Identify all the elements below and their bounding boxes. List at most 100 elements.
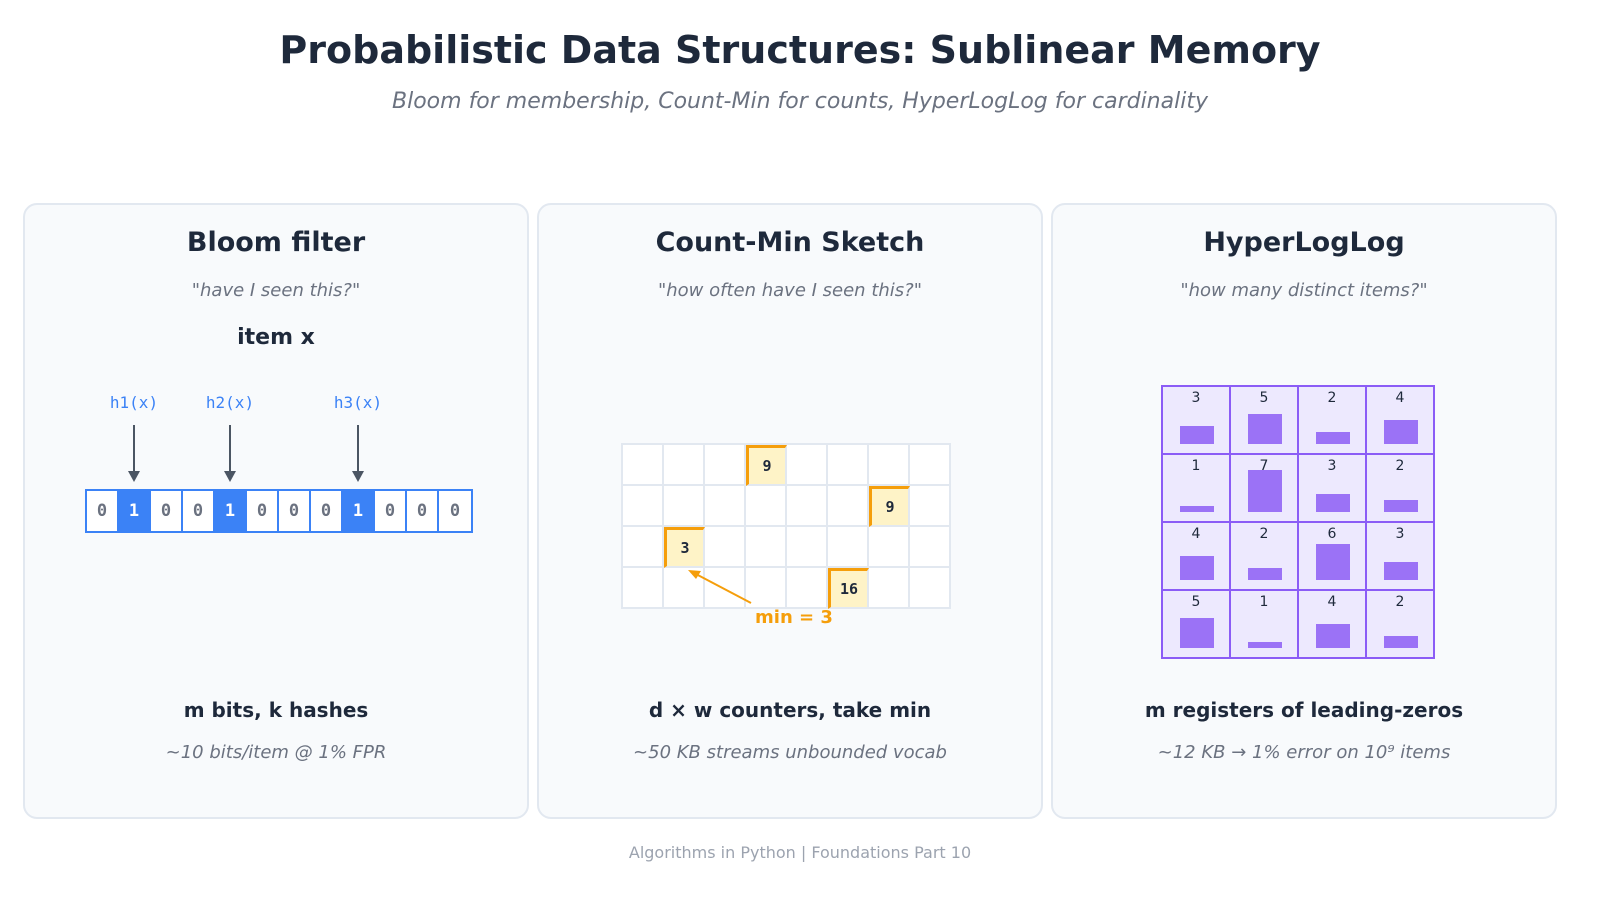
cms-counter-cell [623,486,664,527]
bloom-hash-label: h2(x) [205,393,255,412]
hll-register-bar [1180,506,1214,512]
cms-counter-cell [787,527,828,568]
cms-counter-cell [910,568,951,609]
hll-register-bar [1248,642,1282,648]
hll-register-value: 3 [1327,458,1337,474]
cms-counter-cell [746,486,787,527]
hll-register-value: 1 [1259,594,1269,610]
hll-note: ~12 KB → 1% error on 10⁹ items [1157,742,1451,763]
bloom-bit: 1 [343,491,375,531]
hll-register-bar [1316,432,1350,444]
hll-register: 2 [1367,455,1435,523]
cms-counter-cell [623,445,664,486]
cms-counter-cell [787,568,828,609]
cms-counter-cell [910,527,951,568]
hll-register-value: 7 [1259,458,1269,474]
bloom-note: ~10 bits/item @ 1% FPR [165,742,387,763]
cms-counter-cell [910,445,951,486]
cms-quote: "how often have I seen this?" [657,280,922,301]
bloom-hash-label: h1(x) [109,393,159,412]
hll-register-value: 2 [1327,390,1337,406]
bloom-bit: 1 [119,491,151,531]
bloom-bit: 0 [247,491,279,531]
hash-arrow-line [357,425,359,473]
cms-counter-cell [664,445,705,486]
hll-register-value: 5 [1191,594,1201,610]
cms-note: ~50 KB streams unbounded vocab [633,742,947,763]
cms-counter-cell [869,445,910,486]
bloom-bit: 0 [449,501,461,521]
hll-register: 2 [1367,591,1435,659]
hll-register: 4 [1367,387,1435,455]
hll-register: 7 [1231,455,1299,523]
cms-counter-cell [705,568,746,609]
hll-register: 3 [1299,455,1367,523]
hll-register: 6 [1299,523,1367,591]
cms-counter-cell [787,445,828,486]
hll-register: 2 [1231,523,1299,591]
cms-hit-cell: 9 [746,445,787,486]
arrow-down-icon [224,471,236,482]
hll-register-bar [1180,556,1214,580]
hll-panel: HyperLogLog "how many distinct items?" 3… [1051,203,1557,819]
cms-counter-cell [705,486,746,527]
cms-hit-cell: 3 [664,527,705,568]
hll-register: 3 [1163,387,1231,455]
page-subtitle: Bloom for membership, Count-Min for coun… [392,89,1208,114]
hll-register-value: 2 [1395,458,1405,474]
hll-register-value: 3 [1191,390,1201,406]
cms-counter-cell [746,527,787,568]
min-arrow-icon [688,570,752,604]
hll-register-bar [1180,426,1214,444]
hll-quote: "how many distinct items?" [1180,280,1428,301]
bloom-bit: 0 [375,491,407,531]
bloom-bit: 0 [279,491,311,531]
cms-counter-cell [705,445,746,486]
hll-register: 5 [1163,591,1231,659]
hll-register-value: 6 [1327,526,1337,542]
hll-register-bar [1180,618,1214,648]
bloom-bit: 0 [183,491,215,531]
hll-register-bar [1316,494,1350,512]
hll-register-bar [1316,624,1350,648]
bloom-bit: 0 [87,491,119,531]
hll-register-bar [1316,544,1350,580]
hll-footer: m registers of leading-zeros [1144,698,1464,722]
hll-register-value: 2 [1395,594,1405,610]
bloom-item-label: item x [237,325,315,350]
cms-panel: Count-Min Sketch "how often have I seen … [537,203,1043,819]
hll-register-value: 4 [1327,594,1337,610]
hll-register-grid: 3 5 2 4 1 7 3 2 4 2 6 3 5 1 4 2 [1161,385,1435,659]
cms-counter-cell [787,486,828,527]
hll-register-bar [1248,414,1282,444]
bloom-panel: Bloom filter "have I seen this?" item x … [23,203,529,819]
cms-counter-cell [664,568,705,609]
hll-register: 3 [1367,523,1435,591]
cms-counter-cell [910,486,951,527]
hll-register: 4 [1163,523,1231,591]
cms-counter-cell [869,568,910,609]
hash-arrow-line [133,425,135,473]
cms-counter-cell [623,527,664,568]
hll-register-value: 2 [1259,526,1269,542]
cms-hit-cell: 9 [869,486,910,527]
cms-counter-cell [664,486,705,527]
bloom-bit: 0 [311,491,343,531]
hll-register: 1 [1163,455,1231,523]
cms-title: Count-Min Sketch [655,227,925,258]
cms-counter-cell [828,486,869,527]
bloom-title: Bloom filter [186,227,366,258]
cms-counter-cell [705,527,746,568]
hll-register-bar [1384,562,1418,580]
hash-arrow-line [229,425,231,473]
hll-register: 4 [1299,591,1367,659]
bloom-quote: "have I seen this?" [191,280,361,301]
page-title: Probabilistic Data Structures: Sublinear… [279,28,1321,72]
bloom-hash-label: h3(x) [333,393,383,412]
hll-register-value: 4 [1395,390,1405,406]
hll-register-value: 5 [1259,390,1269,406]
cms-counter-grid: 9 9 3 16 [621,443,951,609]
cms-counter-cell [869,527,910,568]
hll-register: 5 [1231,387,1299,455]
